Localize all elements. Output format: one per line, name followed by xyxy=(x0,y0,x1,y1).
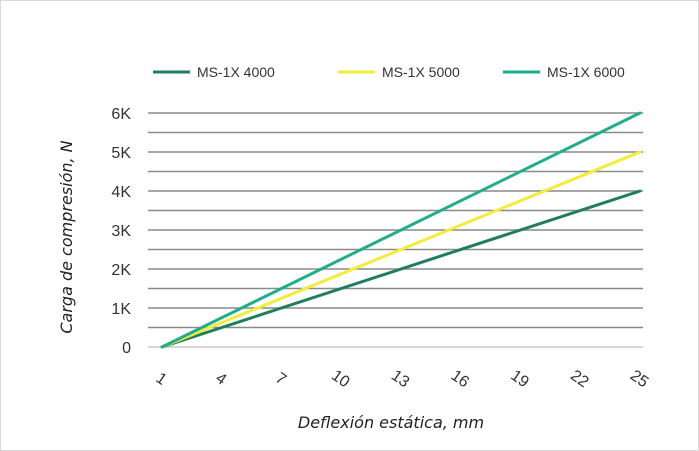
y-tick-label: 2K xyxy=(111,262,131,279)
y-axis-title: Carga de compresión, N xyxy=(57,140,76,333)
x-tick-label: 10 xyxy=(328,367,352,391)
legend-label: MS-1X 4000 xyxy=(197,64,275,80)
series-line-3 xyxy=(160,111,642,349)
x-tick-label: 13 xyxy=(388,367,412,391)
x-tick-label: 7 xyxy=(272,370,289,389)
x-tick-label: 4 xyxy=(212,370,229,389)
y-axis-ticks: 0 1K 2K 3K 4K 5K 6K xyxy=(111,106,131,357)
series-line-1 xyxy=(160,189,642,349)
legend-label: MS-1X 6000 xyxy=(547,64,625,80)
y-tick-label: 1K xyxy=(111,301,131,318)
y-tick-label: 3K xyxy=(111,223,131,240)
y-tick-label: 5K xyxy=(111,145,131,162)
x-tick-label: 16 xyxy=(448,367,472,391)
y-tick-label: 0 xyxy=(122,340,131,357)
x-tick-label: 19 xyxy=(507,367,531,391)
x-axis-title: Deflexión estática, mm xyxy=(298,413,484,432)
x-axis-ticks: 1 4 7 10 13 16 19 22 25 xyxy=(153,367,652,391)
x-tick-label: 25 xyxy=(627,367,651,391)
legend-label: MS-1X 5000 xyxy=(382,64,460,80)
x-tick-label: 1 xyxy=(153,370,170,389)
series-lines xyxy=(160,111,642,349)
y-tick-label: 6K xyxy=(111,106,131,123)
x-tick-label: 22 xyxy=(567,367,591,391)
legend: MS-1X 4000 MS-1X 5000 MS-1X 6000 xyxy=(153,64,625,80)
y-tick-label: 4K xyxy=(111,184,131,201)
series-line-2 xyxy=(160,150,642,349)
